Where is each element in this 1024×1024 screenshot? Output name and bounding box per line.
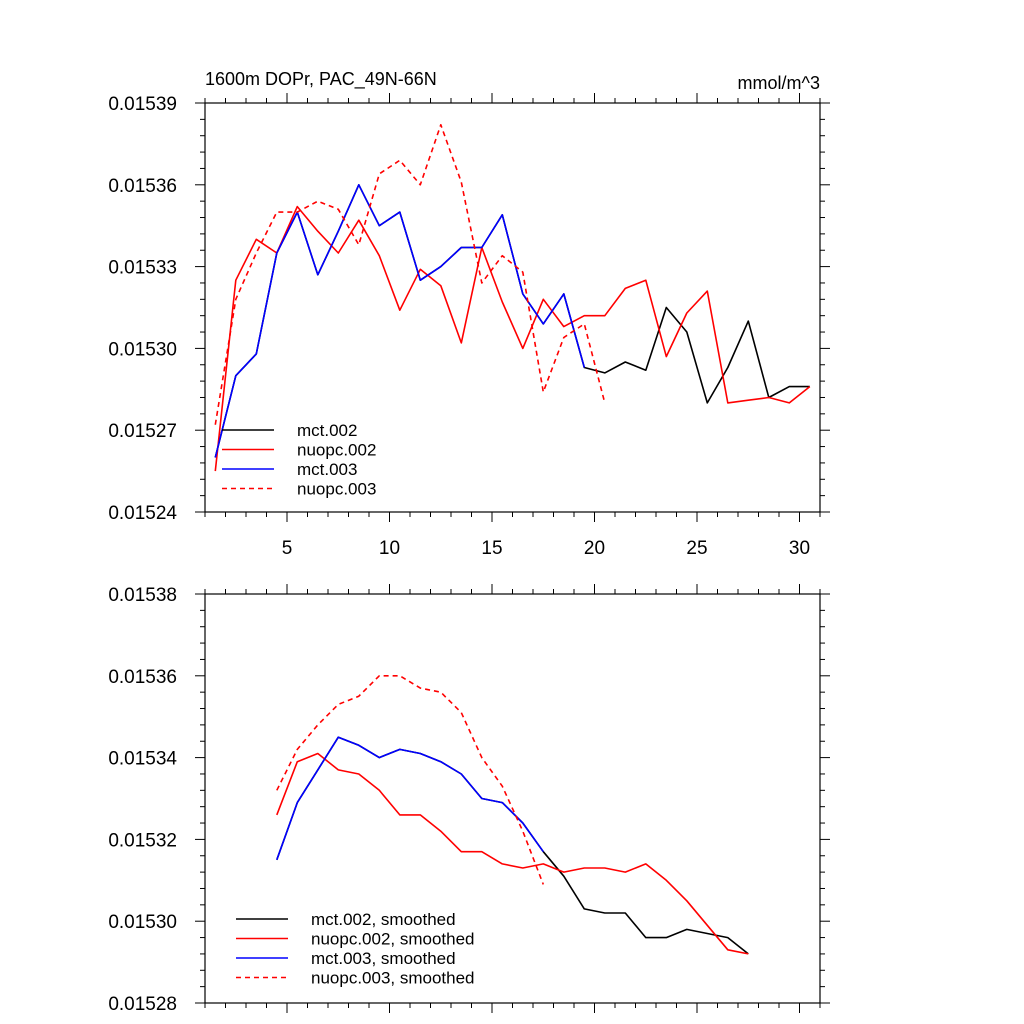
legend-label: nuopc.002: [297, 441, 376, 460]
series-line-4: [214, 124, 606, 425]
series-line-3: [276, 736, 544, 861]
y-tick-label: 0.01539: [108, 94, 177, 115]
legend-label: mct.003, smoothed: [311, 949, 456, 968]
legend-label: mct.003: [297, 460, 357, 479]
units-label: mmol/m^3: [738, 73, 820, 93]
legend-label: nuopc.003: [297, 480, 376, 499]
x-tick-label: 10: [379, 538, 400, 559]
legend-label: nuopc.003, smoothed: [311, 969, 475, 988]
y-tick-label: 0.01532: [108, 830, 177, 851]
y-tick-label: 0.01536: [108, 667, 177, 688]
y-tick-label: 0.01528: [108, 994, 177, 1015]
x-tick-label: 5: [282, 538, 293, 559]
x-tick-label: 30: [789, 538, 810, 559]
y-tick-label: 0.01536: [108, 176, 177, 197]
y-tick-label: 0.01533: [108, 258, 177, 279]
y-tick-label: 0.01527: [108, 421, 177, 442]
y-tick-label: 0.01530: [108, 339, 177, 360]
series-line-1: [214, 184, 810, 458]
x-tick-label: 15: [481, 538, 502, 559]
chart-title: 1600m DOPr, PAC_49N-66N: [205, 69, 437, 90]
series-line-2: [276, 752, 749, 955]
chart-panel-1: 5 10 15 20 25 30 0.01524 0.01527 0.01530 0.01533 0…: [108, 69, 830, 559]
y-tick-label: 0.01538: [108, 585, 177, 606]
chart-panel-2: 0.01528 0.01530 0.01532 0.01534 0.01536 0.015…: [108, 584, 830, 1015]
y-tick-label: 0.01524: [108, 503, 177, 524]
series-line-2: [214, 205, 811, 472]
y-tick-label: 0.01534: [108, 749, 177, 770]
plot-frame: [204, 593, 821, 1004]
x-tick-label: 25: [686, 538, 707, 559]
series-line-3: [214, 184, 586, 458]
x-tick-label: 20: [584, 538, 605, 559]
legend-label: mct.002, smoothed: [311, 910, 456, 929]
legend-label: mct.002: [297, 421, 357, 440]
y-tick-label: 0.01530: [108, 912, 177, 933]
series-line-4: [276, 674, 545, 885]
legend-label: nuopc.002, smoothed: [311, 930, 475, 949]
